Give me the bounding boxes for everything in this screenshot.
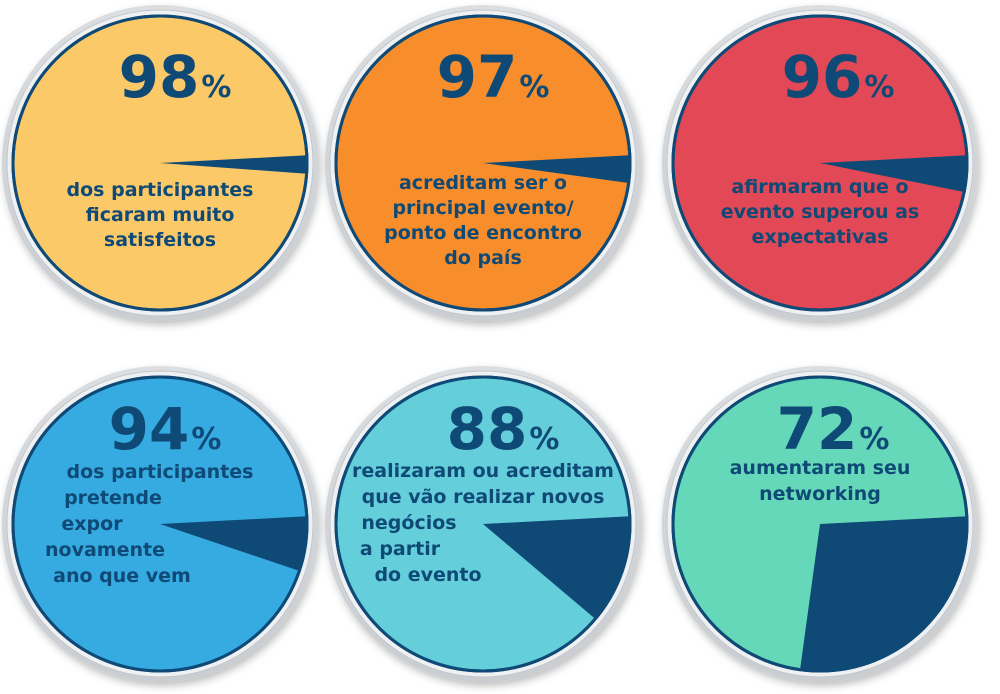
- description-line: que vão realizar novos: [362, 486, 605, 508]
- description-line: expectativas: [752, 226, 889, 248]
- percent-sign: %: [201, 70, 231, 105]
- description-line: do país: [444, 247, 522, 269]
- percent-label: 72%: [777, 395, 890, 463]
- pie-chart-3: 96% afirmaram que o evento superou as expec…: [662, 5, 978, 321]
- percent-value: 98: [119, 43, 200, 111]
- percent-sign: %: [864, 70, 894, 105]
- pie-slice-remaining: [483, 155, 631, 183]
- percent-label: 98%: [119, 43, 232, 111]
- description-line: evento superou as: [721, 201, 919, 223]
- pie-slice-remaining: [483, 516, 631, 619]
- description-line: ficaram muito: [86, 204, 235, 226]
- percent-sign: %: [529, 422, 559, 457]
- description-line: principal evento/: [392, 197, 573, 219]
- pie-chart-1: 98% dos participantes ficaram muito satisfe…: [2, 5, 318, 321]
- percent-value: 96: [782, 43, 863, 111]
- description-line: negócios: [361, 512, 456, 534]
- description-line: dos participantes: [67, 179, 254, 201]
- percent-sign: %: [859, 422, 889, 457]
- pie-border: [11, 14, 309, 312]
- percent-sign: %: [191, 422, 221, 457]
- percent-value: 88: [447, 395, 528, 463]
- description-line: acreditam ser o: [399, 172, 567, 194]
- description-line: dos participantes: [67, 461, 254, 483]
- pie-chart-2: 97% acreditam ser o principal evento/ponto…: [325, 5, 641, 321]
- pie-border: [334, 14, 632, 312]
- description-line: satisfeitos: [104, 229, 216, 251]
- percent-label: 88%: [447, 395, 560, 463]
- description-line: realizaram ou acreditam: [352, 460, 614, 482]
- pie-border: [671, 375, 969, 673]
- description-line: ponto de encontro: [384, 222, 582, 244]
- percent-label: 97%: [437, 43, 550, 111]
- description-line: pretende: [64, 487, 162, 509]
- percent-value: 94: [109, 395, 190, 463]
- pie-chart-6: 72%aumentaram seu networking: [662, 366, 978, 682]
- pie-border: [11, 375, 309, 673]
- description-line: aumentaram seu: [730, 457, 911, 479]
- pie-chart-4: 94%dos participantespretendeexpornovamen…: [2, 366, 318, 682]
- description-line: a partir: [360, 538, 441, 560]
- percent-value: 72: [777, 395, 858, 463]
- description-line: ano que vem: [53, 565, 191, 587]
- pie-slice-remaining: [800, 516, 968, 672]
- description-line: do evento: [374, 564, 481, 586]
- pie-slice-remaining: [160, 516, 308, 571]
- percent-label: 94%: [109, 395, 222, 463]
- description-line: novamente: [45, 539, 165, 561]
- pie-slice-remaining: [820, 155, 968, 193]
- percent-value: 97: [437, 43, 518, 111]
- pie-border: [671, 14, 969, 312]
- description-line: networking: [759, 483, 881, 505]
- percent-label: 96%: [782, 43, 895, 111]
- pie-border: [334, 375, 632, 673]
- pie-slice-remaining: [160, 155, 308, 174]
- percent-sign: %: [519, 70, 549, 105]
- description-line: expor: [61, 513, 123, 535]
- description-line: afirmaram que o: [731, 176, 908, 198]
